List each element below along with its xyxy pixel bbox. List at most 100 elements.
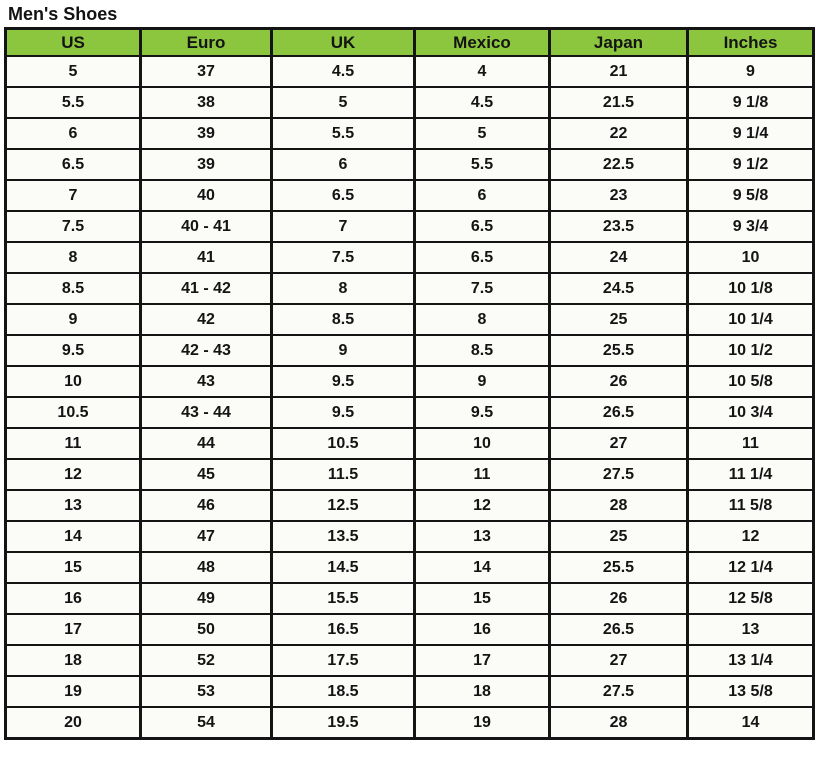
table-row: 5 37 4.5 4 21 9 xyxy=(4,55,815,88)
cell: 39 xyxy=(139,148,273,181)
cell: 26 xyxy=(548,582,689,615)
cell: 41 xyxy=(139,241,273,274)
cell: 27 xyxy=(548,427,689,460)
table-row: 10.5 43 - 44 9.5 9.5 26.5 10 3/4 xyxy=(4,396,815,429)
cell: 7 xyxy=(4,179,142,212)
cell: 8.5 xyxy=(4,272,142,305)
cell: 23.5 xyxy=(548,210,689,243)
cell: 6.5 xyxy=(270,179,416,212)
cell: 27.5 xyxy=(548,458,689,491)
cell: 42 - 43 xyxy=(139,334,273,367)
cell: 24 xyxy=(548,241,689,274)
cell: 12 5/8 xyxy=(686,582,815,615)
cell: 20 xyxy=(4,706,142,740)
cell: 18 xyxy=(413,675,551,708)
cell: 8 xyxy=(4,241,142,274)
cell: 27 xyxy=(548,644,689,677)
cell: 39 xyxy=(139,117,273,150)
cell: 9 xyxy=(270,334,416,367)
cell: 28 xyxy=(548,706,689,740)
cell: 26 xyxy=(548,365,689,398)
cell: 48 xyxy=(139,551,273,584)
cell: 14 xyxy=(686,706,815,740)
table-row: 6 39 5.5 5 22 9 1/4 xyxy=(4,117,815,150)
cell: 14 xyxy=(413,551,551,584)
cell: 25 xyxy=(548,303,689,336)
table-body: 5 37 4.5 4 21 9 5.5 38 5 4.5 21.5 9 1/8 6 39 5.5 5 22 9 1… xyxy=(4,55,815,740)
page-title: Men's Shoes xyxy=(8,4,118,24)
cell: 11 xyxy=(686,427,815,460)
cell: 11.5 xyxy=(270,458,416,491)
cell: 9 3/4 xyxy=(686,210,815,243)
table-row: 10 43 9.5 9 26 10 5/8 xyxy=(4,365,815,398)
cell: 16.5 xyxy=(270,613,416,646)
cell: 8 xyxy=(270,272,416,305)
cell: 14 xyxy=(4,520,142,553)
cell: 6 xyxy=(270,148,416,181)
cell: 12 1/4 xyxy=(686,551,815,584)
cell: 27.5 xyxy=(548,675,689,708)
cell: 10 xyxy=(4,365,142,398)
cell: 6 xyxy=(4,117,142,150)
cell: 19 xyxy=(413,706,551,740)
cell: 10 1/4 xyxy=(686,303,815,336)
header-row: US Euro UK Mexico Japan Inches xyxy=(4,27,815,57)
cell: 26.5 xyxy=(548,613,689,646)
cell: 15 xyxy=(4,551,142,584)
cell: 11 xyxy=(4,427,142,460)
cell: 4.5 xyxy=(270,55,416,88)
column-header-mexico: Mexico xyxy=(413,27,551,57)
table-row: 12 45 11.5 11 27.5 11 1/4 xyxy=(4,458,815,491)
cell: 12 xyxy=(4,458,142,491)
table-row: 19 53 18.5 18 27.5 13 5/8 xyxy=(4,675,815,708)
cell: 10 1/2 xyxy=(686,334,815,367)
cell: 9 xyxy=(413,365,551,398)
cell: 22 xyxy=(548,117,689,150)
table-row: 7.5 40 - 41 7 6.5 23.5 9 3/4 xyxy=(4,210,815,243)
cell: 44 xyxy=(139,427,273,460)
cell: 10.5 xyxy=(4,396,142,429)
cell: 5 xyxy=(413,117,551,150)
cell: 18.5 xyxy=(270,675,416,708)
cell: 17 xyxy=(413,644,551,677)
cell: 50 xyxy=(139,613,273,646)
column-header-us: US xyxy=(4,27,142,57)
table-row: 9.5 42 - 43 9 8.5 25.5 10 1/2 xyxy=(4,334,815,367)
cell: 12 xyxy=(686,520,815,553)
cell: 9 1/4 xyxy=(686,117,815,150)
cell: 7 xyxy=(270,210,416,243)
cell: 13 5/8 xyxy=(686,675,815,708)
cell: 54 xyxy=(139,706,273,740)
cell: 45 xyxy=(139,458,273,491)
table-row: 8.5 41 - 42 8 7.5 24.5 10 1/8 xyxy=(4,272,815,305)
cell: 8 xyxy=(413,303,551,336)
cell: 9.5 xyxy=(270,396,416,429)
cell: 6 xyxy=(413,179,551,212)
cell: 12 xyxy=(413,489,551,522)
size-conversion-table: US Euro UK Mexico Japan Inches 5 37 4.5 4 21 9 5.5 3… xyxy=(4,27,815,740)
cell: 49 xyxy=(139,582,273,615)
table-row: 18 52 17.5 17 27 13 1/4 xyxy=(4,644,815,677)
cell: 4.5 xyxy=(413,86,551,119)
cell: 7.5 xyxy=(413,272,551,305)
table-row: 5.5 38 5 4.5 21.5 9 1/8 xyxy=(4,86,815,119)
cell: 46 xyxy=(139,489,273,522)
cell: 42 xyxy=(139,303,273,336)
cell: 6.5 xyxy=(413,241,551,274)
cell: 10.5 xyxy=(270,427,416,460)
cell: 21.5 xyxy=(548,86,689,119)
cell: 13 xyxy=(4,489,142,522)
table-header: US Euro UK Mexico Japan Inches xyxy=(4,27,815,57)
cell: 8.5 xyxy=(413,334,551,367)
table-row: 15 48 14.5 14 25.5 12 1/4 xyxy=(4,551,815,584)
cell: 25 xyxy=(548,520,689,553)
cell: 37 xyxy=(139,55,273,88)
cell: 9 1/2 xyxy=(686,148,815,181)
cell: 11 1/4 xyxy=(686,458,815,491)
cell: 28 xyxy=(548,489,689,522)
column-header-euro: Euro xyxy=(139,27,273,57)
table-row: 14 47 13.5 13 25 12 xyxy=(4,520,815,553)
cell: 17.5 xyxy=(270,644,416,677)
cell: 11 xyxy=(413,458,551,491)
